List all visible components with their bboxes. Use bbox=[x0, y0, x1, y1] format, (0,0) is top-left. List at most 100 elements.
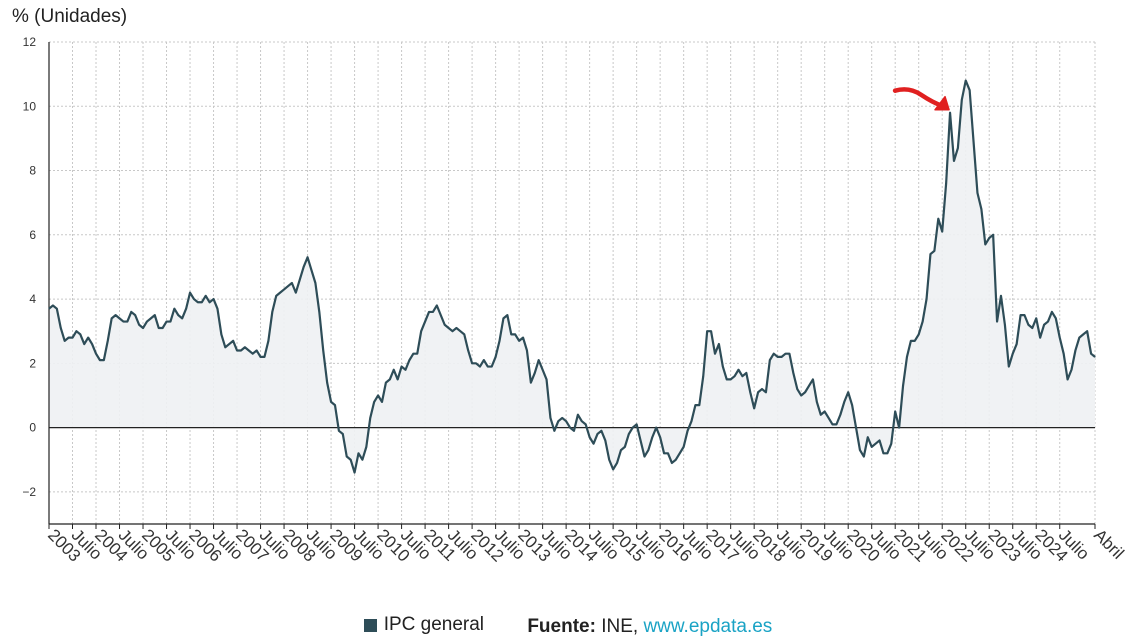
y-tick-label: −2 bbox=[22, 485, 36, 499]
grid-lines bbox=[49, 41, 1096, 524]
data-point bbox=[1078, 337, 1080, 339]
data-point bbox=[502, 317, 505, 319]
data-point bbox=[855, 427, 857, 429]
y-tick-label: 8 bbox=[29, 164, 36, 178]
data-point bbox=[205, 295, 207, 297]
data-point bbox=[608, 459, 610, 461]
data-point bbox=[60, 327, 62, 329]
data-point bbox=[189, 292, 191, 294]
legend: IPC general Fuente: INE, www.epdata.es bbox=[0, 614, 1136, 638]
data-point bbox=[902, 385, 904, 387]
source-credit: Fuente: INE, www.epdata.es bbox=[527, 616, 772, 638]
data-point bbox=[83, 343, 85, 345]
data-point bbox=[565, 420, 567, 422]
data-point bbox=[1035, 317, 1037, 319]
data-point bbox=[542, 369, 544, 371]
data-point bbox=[859, 449, 861, 451]
data-point bbox=[138, 324, 140, 326]
data-point bbox=[64, 340, 66, 342]
data-point bbox=[667, 452, 669, 454]
data-point bbox=[1047, 320, 1049, 323]
data-point bbox=[400, 365, 403, 368]
data-point bbox=[553, 430, 555, 432]
data-point bbox=[686, 430, 689, 432]
data-point bbox=[925, 298, 928, 300]
data-point bbox=[573, 430, 575, 432]
data-point bbox=[99, 359, 101, 361]
data-point bbox=[310, 269, 313, 271]
data-point bbox=[334, 404, 336, 406]
data-point bbox=[142, 327, 144, 329]
data-point bbox=[495, 356, 497, 358]
legend-item-ipc-general[interactable]: IPC general bbox=[363, 614, 484, 636]
red-arrow-annotation bbox=[892, 87, 950, 111]
data-point bbox=[792, 372, 794, 374]
data-point bbox=[256, 349, 258, 352]
data-point bbox=[240, 349, 242, 352]
data-point bbox=[749, 391, 751, 393]
source-link[interactable]: www.epdata.es bbox=[643, 615, 773, 637]
data-point bbox=[185, 308, 187, 310]
series-area bbox=[49, 80, 1095, 473]
data-point bbox=[820, 414, 822, 416]
data-point bbox=[228, 343, 230, 345]
data-point bbox=[361, 459, 364, 461]
data-point bbox=[843, 401, 845, 403]
data-point bbox=[655, 427, 657, 429]
y-tick-label: 12 bbox=[23, 35, 37, 49]
data-point bbox=[828, 417, 830, 419]
data-point bbox=[1094, 356, 1096, 358]
data-point bbox=[357, 452, 360, 454]
arrow-head bbox=[934, 95, 950, 111]
data-point bbox=[647, 449, 649, 451]
data-point bbox=[346, 455, 348, 458]
data-point bbox=[275, 295, 277, 297]
y-tick-labels: −2 0 2 4 6 8 10 12 bbox=[22, 35, 36, 499]
data-point bbox=[271, 311, 273, 313]
data-point bbox=[518, 340, 520, 342]
data-point bbox=[769, 359, 771, 361]
data-point bbox=[115, 314, 117, 316]
data-point bbox=[808, 385, 810, 387]
data-point bbox=[831, 423, 834, 425]
data-point bbox=[961, 99, 963, 101]
data-point bbox=[491, 365, 493, 368]
data-point bbox=[424, 320, 426, 323]
data-point bbox=[150, 317, 152, 319]
data-point bbox=[389, 378, 391, 380]
data-point bbox=[530, 382, 532, 384]
data-point bbox=[303, 266, 305, 268]
data-point bbox=[267, 340, 269, 342]
data-point bbox=[263, 356, 266, 358]
data-point bbox=[957, 147, 959, 149]
data-point bbox=[314, 282, 316, 284]
data-point bbox=[549, 417, 552, 419]
data-point bbox=[373, 401, 375, 403]
data-point bbox=[777, 356, 779, 358]
data-point bbox=[945, 182, 947, 184]
data-point bbox=[894, 410, 896, 413]
data-point bbox=[890, 443, 892, 445]
data-point bbox=[953, 160, 955, 162]
data-point bbox=[252, 353, 254, 355]
data-point bbox=[545, 378, 548, 380]
data-point bbox=[671, 462, 673, 464]
data-point bbox=[1016, 343, 1018, 345]
data-point bbox=[612, 468, 614, 470]
data-point bbox=[48, 308, 50, 310]
data-point bbox=[1074, 349, 1077, 352]
data-point bbox=[878, 439, 881, 442]
data-point bbox=[67, 337, 70, 339]
data-point bbox=[592, 443, 595, 445]
data-point bbox=[988, 237, 990, 239]
data-point bbox=[397, 378, 399, 380]
y-tick-label: 4 bbox=[29, 292, 36, 306]
data-point bbox=[291, 282, 293, 284]
data-point bbox=[475, 362, 477, 364]
data-point bbox=[393, 369, 395, 371]
data-point bbox=[538, 359, 540, 361]
data-point bbox=[487, 365, 489, 368]
data-point bbox=[624, 446, 626, 448]
data-point bbox=[1039, 337, 1041, 339]
data-point bbox=[679, 452, 681, 454]
